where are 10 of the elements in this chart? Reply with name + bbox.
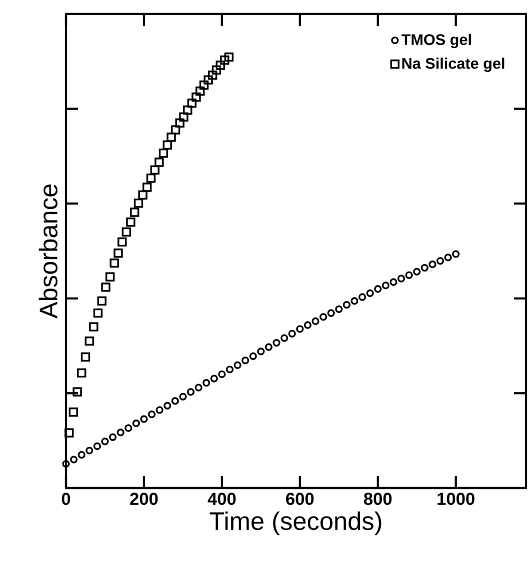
legend-label: TMOS gel xyxy=(401,34,471,48)
x-axis-title: Time (seconds) xyxy=(210,511,382,536)
x-tick-label: 0 xyxy=(62,492,70,505)
x-tick-label: 200 xyxy=(130,492,158,505)
x-tick-label: 800 xyxy=(364,492,392,505)
x-tick-label: 1000 xyxy=(438,492,474,505)
x-tick-label: 600 xyxy=(286,492,314,505)
y-axis-title: Absorbance xyxy=(38,184,58,319)
legend-label: Na Silicate gel xyxy=(402,58,504,72)
x-tick-label: 400 xyxy=(208,492,236,505)
